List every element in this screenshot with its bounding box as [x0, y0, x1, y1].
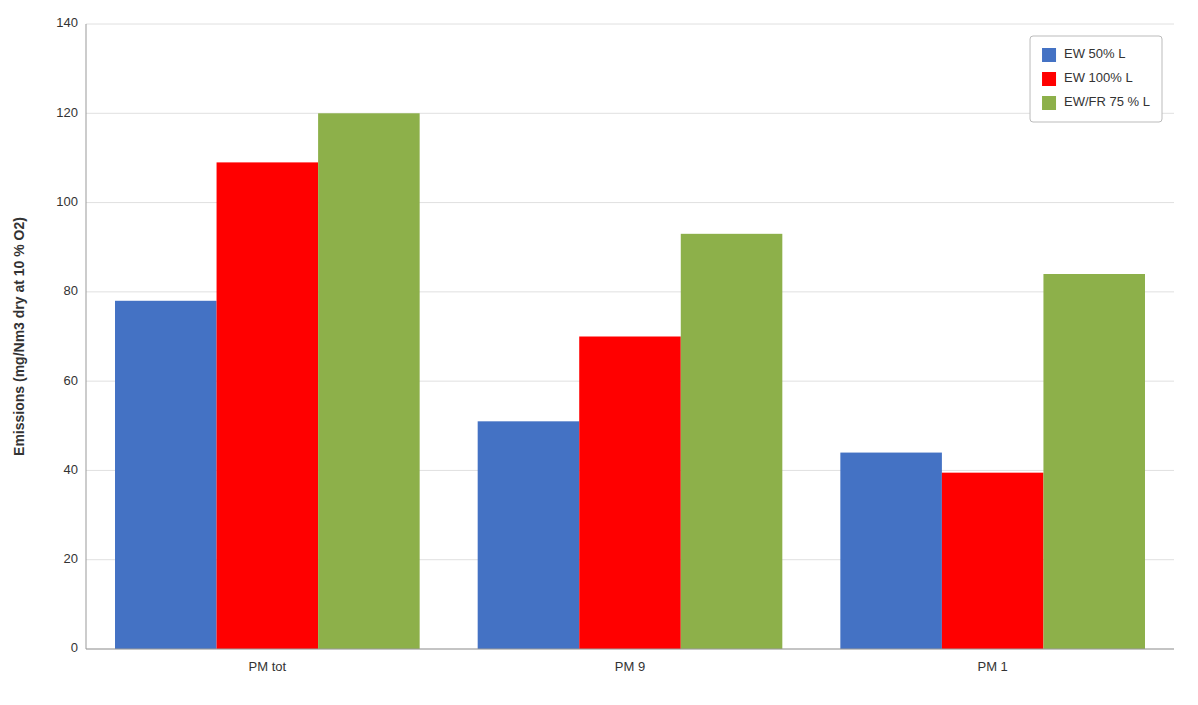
y-tick-label: 140 [56, 15, 78, 30]
grid-line [86, 113, 1174, 114]
legend-swatch [1042, 96, 1056, 110]
legend-label: EW/FR 75 % L [1064, 94, 1150, 109]
x-tick-label: PM 1 [977, 659, 1007, 674]
bar [1043, 274, 1145, 649]
chart: 0 20 40 60 80 100 120 140 PM tot PM 9 PM 1 Emission… [0, 0, 1198, 705]
legend-swatch [1042, 48, 1056, 62]
legend-label: EW 50% L [1064, 46, 1125, 61]
y-grid [86, 24, 1174, 649]
y-ticks: 0 20 40 60 80 100 120 140 [56, 15, 78, 655]
legend: EW 50% L EW 100% L EW/FR 75 % L [1030, 36, 1162, 122]
y-axis-label: Emissions (mg/Nm3 dry at 10 % O2) [11, 217, 27, 456]
bar [217, 162, 319, 649]
bar [318, 113, 420, 649]
bar [942, 473, 1044, 649]
y-tick-label: 120 [56, 105, 78, 120]
y-tick-label: 0 [71, 640, 78, 655]
y-tick-label: 40 [64, 462, 78, 477]
y-tick-label: 100 [56, 194, 78, 209]
y-axis-line [86, 24, 87, 649]
bar [115, 301, 217, 649]
legend-swatch [1042, 72, 1056, 86]
x-tick-label: PM tot [249, 659, 287, 674]
grid-line [86, 24, 1174, 25]
bar [681, 234, 783, 649]
x-ticks: PM tot PM 9 PM 1 [249, 659, 1008, 674]
bars [115, 113, 1145, 649]
legend-frame [1030, 36, 1162, 122]
y-tick-label: 60 [64, 373, 78, 388]
grid-line [86, 649, 1174, 650]
y-tick-label: 80 [64, 283, 78, 298]
y-tick-label: 20 [64, 551, 78, 566]
bar [579, 337, 681, 650]
x-tick-label: PM 9 [615, 659, 645, 674]
legend-label: EW 100% L [1064, 70, 1133, 85]
bar [840, 453, 942, 649]
bar [478, 421, 580, 649]
x-axis-line [86, 649, 1174, 650]
